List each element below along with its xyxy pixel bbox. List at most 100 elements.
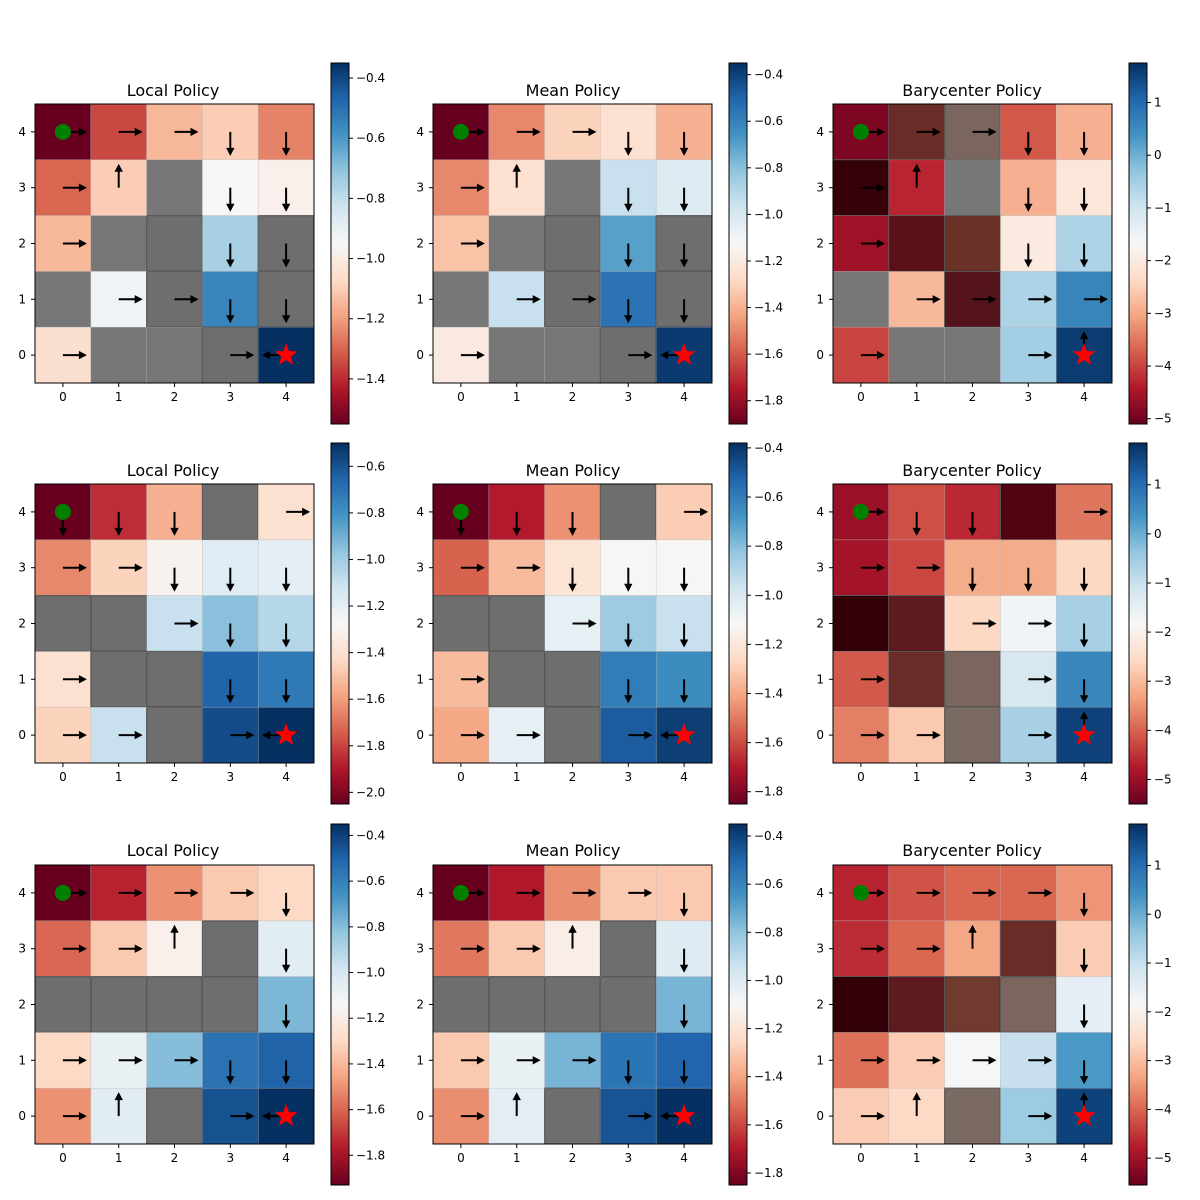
- heatmap-cell: [90, 327, 147, 383]
- colorbar-tick-label: 1: [1154, 96, 1162, 110]
- arrow-head: [134, 127, 143, 137]
- colorbar-tick-label: −0.4: [754, 68, 783, 82]
- colorbar-tick-label: −1.2: [754, 637, 783, 651]
- policy-arrow-up: [912, 163, 921, 188]
- heatmap-cell: [833, 271, 889, 328]
- policy-arrow-up: [912, 1092, 921, 1117]
- y-tick-label: 4: [18, 505, 26, 519]
- arrow-head: [476, 350, 485, 360]
- arrow-head: [912, 527, 921, 536]
- x-tick-label: 2: [569, 390, 577, 404]
- policy-arrow-right: [460, 183, 485, 192]
- arrow-head: [134, 295, 143, 304]
- policy-arrow-down: [1024, 243, 1033, 268]
- policy-arrow-down: [1079, 1060, 1089, 1085]
- wall-cell: [544, 706, 601, 764]
- policy-arrow-down: [281, 679, 291, 704]
- colorbar-gradient: [330, 823, 350, 1186]
- colorbar-tick-label: −1.6: [754, 1118, 783, 1132]
- arrow-head: [679, 147, 689, 156]
- policy-arrow-down: [679, 623, 689, 648]
- arrow-head: [876, 888, 885, 898]
- policy-arrow-right: [460, 730, 485, 740]
- policy-arrow-down: [968, 511, 977, 536]
- colorbar-tick-label: −2: [1154, 254, 1172, 268]
- heatmap-cell: [488, 327, 545, 383]
- arrow-head: [170, 583, 179, 592]
- policy-arrow-down: [624, 623, 633, 648]
- y-tick-label: 0: [816, 348, 824, 362]
- arrow-head: [1044, 730, 1053, 740]
- policy-arrow-right: [628, 350, 653, 360]
- arrow-head: [679, 639, 689, 648]
- y-tick-label: 3: [18, 561, 26, 575]
- colorbar-tick-label: −1.2: [356, 599, 385, 613]
- panel-title: Barycenter Policy: [902, 461, 1041, 480]
- policy-arrow-down: [679, 1060, 689, 1085]
- x-tick-label: 4: [680, 1151, 688, 1165]
- policy-arrow-right: [916, 888, 941, 898]
- policy-arrow-down: [912, 511, 921, 536]
- policy-arrow-right: [460, 563, 485, 572]
- policy-arrow-right: [684, 507, 709, 517]
- policy-arrow-right: [516, 888, 541, 898]
- panel-title: Barycenter Policy: [902, 841, 1041, 860]
- panel-title: Mean Policy: [526, 81, 621, 100]
- policy-arrow-right: [118, 563, 143, 572]
- arrow-head: [679, 203, 689, 212]
- wall-cell: [599, 483, 657, 541]
- arrow-head: [532, 1056, 541, 1065]
- arrow-head: [1079, 259, 1089, 268]
- wall-cell: [146, 650, 203, 708]
- policy-arrow-right: [572, 127, 597, 137]
- colorbar-tick-label: −1.6: [754, 347, 783, 361]
- start-marker: [852, 123, 869, 140]
- arrow-head: [58, 527, 68, 536]
- x-tick-label: 2: [569, 1151, 577, 1165]
- policy-arrow-right: [516, 730, 541, 740]
- policy-arrow-down: [281, 567, 291, 592]
- colorbar-tick-label: −3: [1154, 306, 1172, 320]
- colorbar-tick-label: −1.0: [356, 966, 385, 980]
- arrow-head: [932, 1056, 941, 1065]
- colorbar-gradient: [330, 442, 350, 805]
- y-tick-label: 2: [416, 617, 424, 631]
- wall-cell: [888, 650, 946, 708]
- arrow-head: [679, 315, 689, 324]
- colorbar-tick-label: −1.0: [356, 552, 385, 566]
- wall-cell: [432, 595, 490, 652]
- goal-star: [672, 723, 696, 745]
- y-tick-label: 1: [18, 292, 26, 306]
- policy-arrow-right: [1028, 295, 1053, 304]
- arrow-head: [876, 183, 885, 192]
- policy-arrow-right: [1028, 619, 1053, 628]
- colorbar-tick-label: −1: [1154, 576, 1172, 590]
- arrow-head: [1024, 147, 1033, 156]
- policy-arrow-right: [1028, 350, 1053, 360]
- policy-arrow-right: [286, 507, 311, 517]
- arrow-head: [624, 147, 633, 156]
- arrow-head: [262, 730, 271, 740]
- arrow-head: [1079, 583, 1089, 592]
- wall-cell: [999, 920, 1057, 978]
- arrow-head: [679, 908, 689, 917]
- policy-arrow-right: [916, 1056, 941, 1065]
- wall-cell: [34, 976, 92, 1033]
- colorbar: −0.4 −0.6 −0.8 −1.0 −1.2 −1.4 −1.6 −1.8: [728, 62, 783, 425]
- start-marker: [452, 884, 469, 901]
- colorbar-tick-label: −1.4: [754, 301, 783, 315]
- x-tick-label: 2: [969, 770, 977, 784]
- x-tick-label: 0: [59, 1151, 67, 1165]
- colorbar-tick-label: −1.0: [754, 588, 783, 602]
- policy-arrow-right: [972, 295, 997, 304]
- wall-cell: [944, 706, 1001, 764]
- policy-arrow-right: [860, 1111, 885, 1121]
- arrow-head: [1044, 675, 1053, 684]
- arrow-head: [532, 888, 541, 898]
- heatmap-cell: [35, 271, 91, 328]
- x-tick-label: 4: [680, 390, 688, 404]
- policy-arrow-right: [916, 563, 941, 572]
- heatmap-cell: [488, 215, 545, 272]
- goal-star: [1072, 1104, 1096, 1126]
- x-tick-label: 4: [282, 770, 290, 784]
